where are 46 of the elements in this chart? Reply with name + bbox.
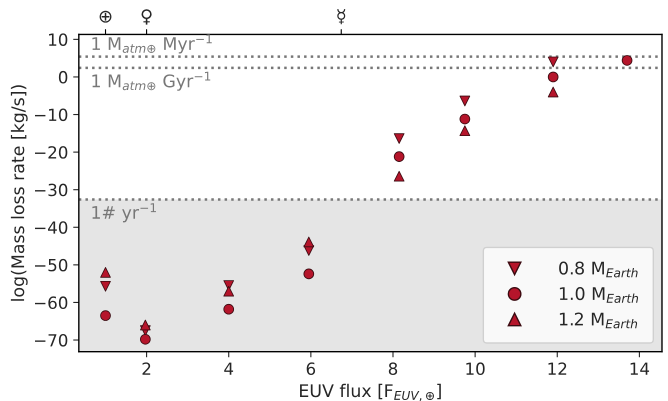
- annotation: ⊕: [100, 10, 112, 23]
- x-tick-label: 10: [466, 362, 485, 375]
- y-tick-label: −40: [35, 221, 68, 234]
- x-tick-label: 4: [224, 362, 234, 375]
- point: [140, 320, 151, 330]
- annotation: ♀: [142, 9, 152, 25]
- y-tick-label: 10: [49, 33, 68, 46]
- point: [460, 114, 470, 124]
- y-tick-label: −20: [35, 146, 68, 159]
- point: [223, 286, 234, 296]
- legend-label: 1.2 M$_{Earth}$: [560, 312, 638, 328]
- y-tick-label: −50: [35, 258, 68, 272]
- point: [100, 310, 111, 321]
- x-tick-label: 2: [142, 362, 150, 375]
- x-tick-label: 6: [306, 362, 316, 375]
- x-tick-label: 8: [388, 362, 398, 375]
- ref-line-label: 1 M$_{atm⊕}$ Gyr$^{−1}$: [92, 72, 210, 91]
- point: [548, 86, 558, 98]
- y-tick-label: 0: [58, 70, 68, 84]
- point: [100, 280, 111, 292]
- x-axis-title: EUV flux [F$_{EUV,⊕}$]: [300, 384, 441, 401]
- y-axis-title: log(Mass loss rate [kg/s]): [10, 85, 28, 301]
- point: [460, 96, 470, 106]
- point: [394, 170, 404, 182]
- point: [140, 334, 151, 345]
- point: [303, 236, 314, 248]
- point: [460, 125, 470, 136]
- y-tick-label: −30: [35, 184, 68, 196]
- y-tick-label: −60: [35, 296, 68, 310]
- legend-label: 0.8 M$_{Earth}$: [559, 262, 638, 278]
- x-tick-label: 12: [548, 362, 566, 375]
- point: [394, 151, 404, 162]
- point: [394, 133, 404, 144]
- legend-label: 1.0 M$_{Earth}$: [560, 286, 638, 303]
- point: [223, 304, 234, 315]
- y-tick-label: −70: [35, 334, 68, 347]
- point: [622, 55, 632, 66]
- x-tick-label: 14: [630, 362, 650, 375]
- ref-line-label: 1# yr$^{−1}$: [92, 203, 156, 222]
- point: [100, 267, 111, 278]
- ref-line-label: 1 M$_{atm⊕}$ Myr$^{−1}$: [92, 34, 212, 54]
- y-tick-label: −10: [35, 108, 68, 122]
- point: [548, 56, 558, 68]
- point: [548, 72, 558, 82]
- text: ☿: [337, 9, 346, 24]
- point: [303, 268, 314, 280]
